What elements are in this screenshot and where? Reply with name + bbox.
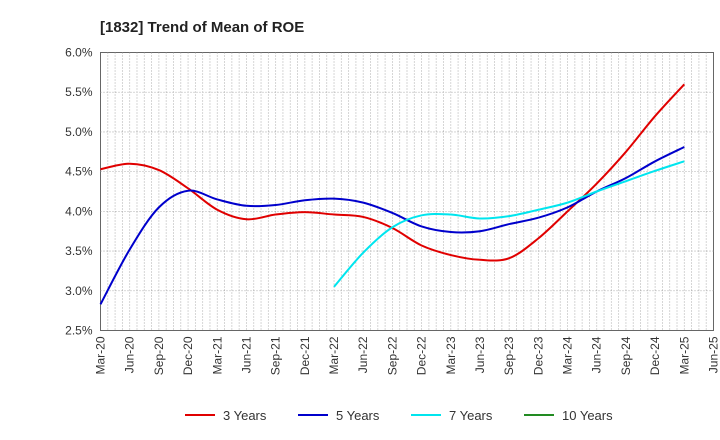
y-tick-label: 4.5%: [65, 165, 93, 179]
x-tick-label: Jun-23: [473, 336, 487, 373]
x-tick-label: Dec-21: [298, 336, 312, 375]
legend: 3 Years 5 Years 7 Years 10 Years: [185, 408, 613, 423]
x-tick-label: Jun-25: [707, 336, 720, 373]
x-tick-label: Dec-24: [648, 336, 662, 375]
y-tick-label: 5.5%: [65, 85, 93, 99]
x-tick-label: Sep-20: [152, 336, 166, 375]
y-tick-label: 5.0%: [65, 125, 93, 139]
y-axis-ticks: 2.5% 3.0% 3.5% 4.0% 4.5% 5.0% 5.5% 6.0%: [65, 46, 93, 338]
x-tick-label: Sep-24: [619, 336, 633, 375]
y-tick-label: 3.5%: [65, 244, 93, 258]
x-tick-label: Dec-20: [181, 336, 195, 375]
legend-label: 7 Years: [449, 408, 493, 423]
x-tick-label: Mar-20: [94, 336, 108, 374]
x-tick-label: Sep-22: [385, 336, 399, 375]
legend-label: 5 Years: [336, 408, 380, 423]
x-tick-label: Jun-20: [123, 336, 137, 373]
x-tick-label: Mar-22: [327, 336, 341, 374]
series-lines: [99, 83, 686, 305]
y-tick-label: 6.0%: [65, 46, 93, 60]
y-tick-label: 4.0%: [65, 204, 93, 218]
x-tick-label: Jun-22: [356, 336, 370, 373]
x-tick-label: Mar-23: [444, 336, 458, 374]
x-tick-label: Jun-21: [239, 336, 253, 373]
x-tick-label: Mar-24: [561, 336, 575, 374]
x-tick-label: Mar-25: [677, 336, 691, 374]
x-tick-label: Jun-24: [590, 336, 604, 373]
series-line-2: [99, 146, 685, 305]
legend-label: 10 Years: [562, 408, 613, 423]
y-tick-label: 3.0%: [65, 284, 93, 298]
legend-label: 3 Years: [223, 408, 267, 423]
x-tick-label: Sep-21: [269, 336, 283, 375]
x-axis-ticks: Mar-20 Jun-20 Sep-20 Dec-20 Mar-21 Jun-21 Sep-…: [94, 336, 720, 375]
x-tick-label: Sep-23: [502, 336, 516, 375]
chart-title: [1832] Trend of Mean of ROE: [100, 19, 304, 36]
y-tick-label: 2.5%: [65, 324, 93, 338]
x-tick-label: Mar-21: [210, 336, 224, 374]
x-tick-label: Dec-23: [531, 336, 545, 375]
x-tick-label: Dec-22: [415, 336, 429, 375]
series-line-3: [333, 160, 685, 288]
